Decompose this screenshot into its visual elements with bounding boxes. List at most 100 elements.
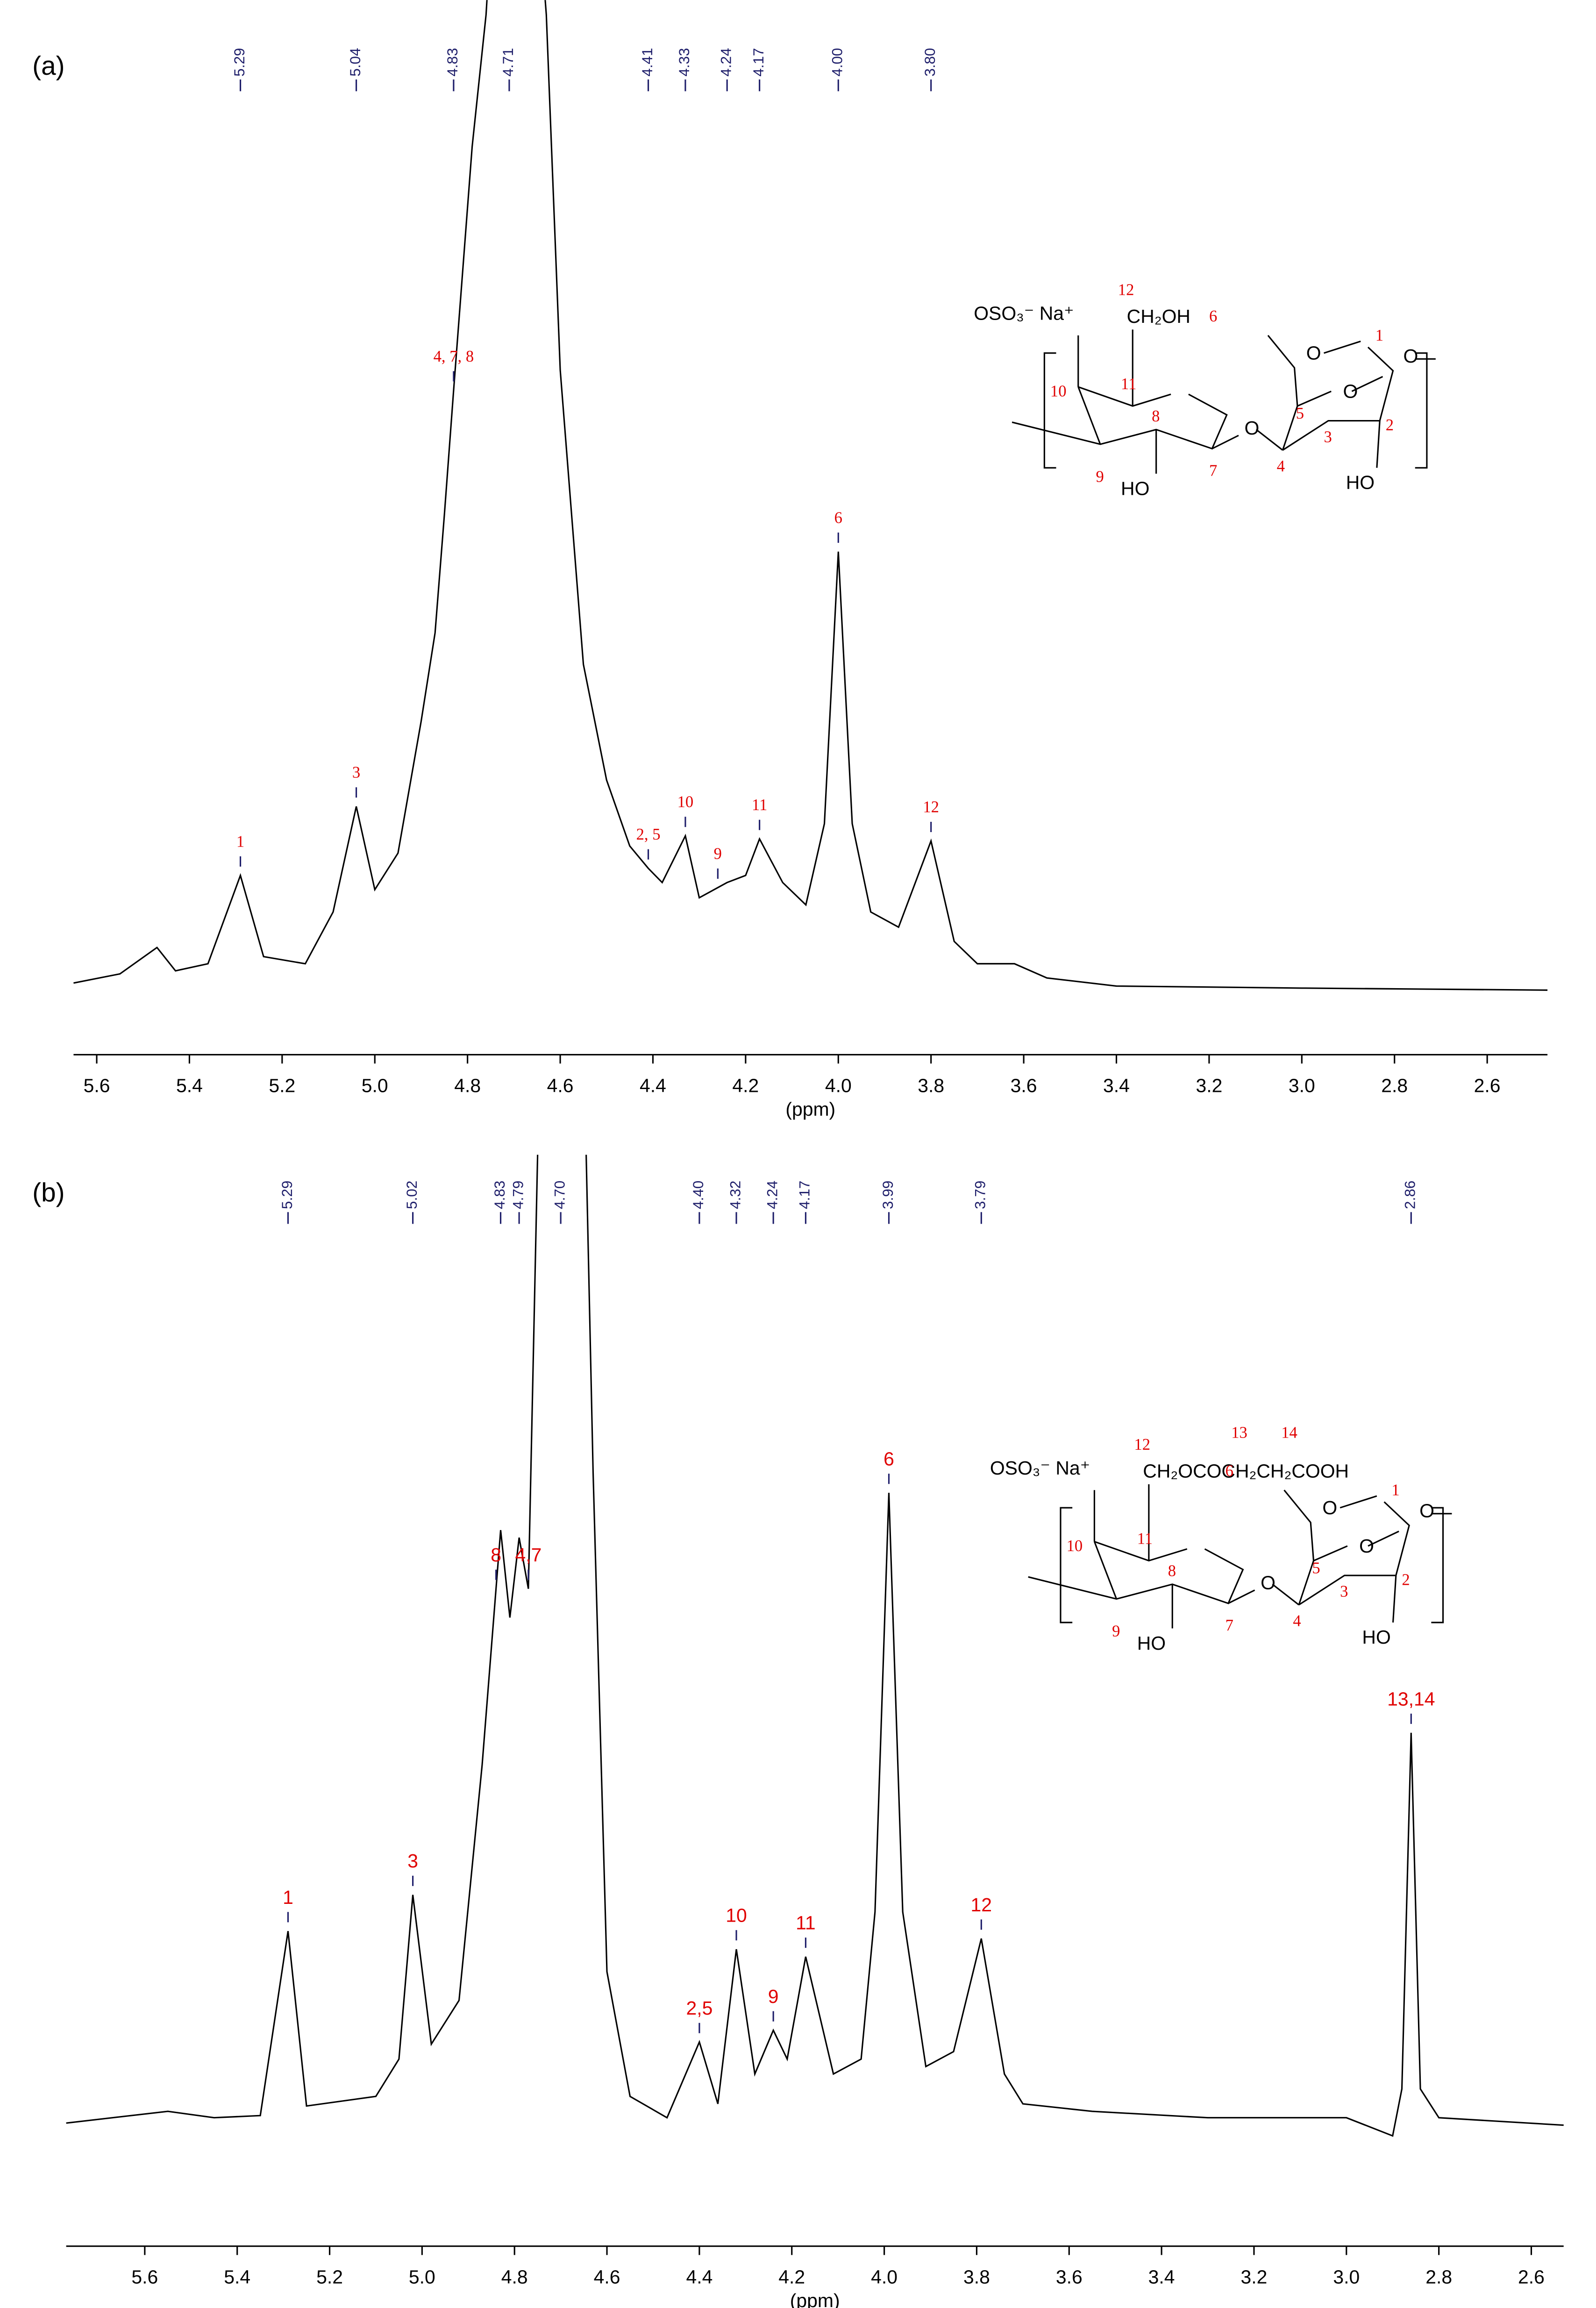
structure-label: O [1261, 1572, 1275, 1594]
structure-label: CH₂OH [1127, 306, 1190, 327]
x-tick-label: 3.4 [1103, 1075, 1130, 1097]
bond [1297, 391, 1332, 407]
x-tick-label: 5.0 [409, 2266, 435, 2288]
structure-label: 6 [1226, 1462, 1233, 1480]
x-axis-label: (ppm) [785, 1098, 835, 1120]
peak-label: 2.86 [1402, 1181, 1418, 1209]
peak-label: 4.83 [444, 48, 461, 77]
bond [1060, 1507, 1073, 1624]
annotation: 1 [283, 1887, 293, 1908]
peak-label: 4.17 [750, 48, 767, 77]
bond [1313, 1545, 1348, 1561]
structure-label: 10 [1067, 1537, 1083, 1555]
peak-label: 4.40 [690, 1181, 706, 1209]
peak-label: 3.79 [972, 1181, 989, 1209]
structure-label: 11 [1137, 1530, 1153, 1547]
annotation: 9 [714, 845, 722, 863]
annotation: 3 [352, 764, 360, 782]
x-tick-label: 4.8 [501, 2266, 528, 2288]
structure-label: 1 [1391, 1482, 1399, 1499]
bond [1282, 346, 1394, 451]
structure-label: 12 [1118, 281, 1134, 299]
x-tick-label: 5.6 [131, 2266, 158, 2288]
bond [1351, 376, 1383, 392]
x-axis-label: (ppm) [790, 2290, 840, 2308]
structure-label: OSO₃⁻ Na⁺ [974, 303, 1074, 324]
peak-label: 4.33 [676, 48, 692, 77]
bond [1324, 341, 1361, 354]
bond [1093, 1541, 1118, 1599]
annotation: 2, 5 [636, 826, 661, 843]
peak-label: 4.71 [500, 48, 516, 77]
structure-label: HO [1137, 1632, 1166, 1654]
x-tick-label: 2.6 [1518, 2266, 1545, 2288]
structure-label: 7 [1226, 1617, 1233, 1634]
structure-label: 8 [1152, 407, 1160, 425]
peak-label: 4.24 [764, 1181, 780, 1209]
peak-label: 4.24 [718, 48, 734, 77]
structure-label: 3 [1340, 1583, 1348, 1601]
x-tick-label: 5.2 [316, 2266, 343, 2288]
x-tick-label: 3.2 [1241, 2266, 1268, 2288]
bond [1077, 386, 1101, 445]
spectrum-line [73, 0, 1548, 991]
annotation: 13,14 [1387, 1688, 1435, 1710]
x-tick-label: 4.4 [640, 1075, 666, 1097]
peak-label: 4.00 [829, 48, 846, 77]
x-tick-label: 3.2 [1196, 1075, 1222, 1097]
peak-label: 4.79 [510, 1181, 526, 1209]
structure-label: O [1404, 345, 1418, 367]
annotation: 11 [752, 796, 767, 814]
annotation: 6 [834, 509, 842, 527]
structure-label: CH₂OCOCH₂CH₂COOH [1143, 1460, 1349, 1482]
structure-label: O [1322, 1497, 1337, 1518]
structure-label: HO [1362, 1626, 1390, 1648]
structure-label: 11 [1121, 375, 1136, 393]
x-tick-label: 3.6 [1011, 1075, 1037, 1097]
structure-label: O [1245, 417, 1260, 439]
bond [1415, 352, 1428, 469]
peak-label: 5.29 [231, 48, 248, 77]
structure-label: 2 [1386, 416, 1394, 434]
x-tick-label: 2.8 [1425, 2266, 1452, 2288]
x-tick-label: 5.0 [362, 1075, 388, 1097]
structure-label: HO [1121, 477, 1149, 499]
peak-label: 5.29 [279, 1181, 295, 1209]
x-tick-label: 4.0 [871, 2266, 898, 2288]
structure-label: 6 [1209, 307, 1217, 325]
chart-panel: 5.6 5.4 5.2 5.0 4.8 4.6 4.4 4.2 4.0 3.8 3.6 3.4 3.2 3… [32, 0, 1548, 1120]
structure-label: 8 [1168, 1562, 1176, 1580]
structure-label: 1 [1375, 327, 1383, 344]
bond [1376, 420, 1381, 468]
structure: OSO₃⁻ Na⁺ 12 CH₂OH 6 O O O 1 10 11 8 5 O 3 2 9 7 4 HO HO [974, 281, 1436, 499]
x-tick-label: 4.2 [732, 1075, 759, 1097]
annotation: 2,5 [686, 1997, 712, 2019]
annotation: 12 [923, 798, 939, 816]
structure-label: 9 [1112, 1623, 1120, 1640]
bond [1043, 352, 1056, 469]
annotation: 1 [236, 833, 244, 850]
structure-label: HO [1346, 472, 1375, 493]
peak-label: 5.02 [404, 1181, 420, 1209]
x-tick-label: 5.2 [269, 1075, 295, 1097]
bond [1340, 1495, 1377, 1509]
x-tick-label: 4.6 [594, 2266, 620, 2288]
structure-label: 9 [1096, 468, 1104, 485]
peak-label: 3.80 [922, 48, 938, 77]
bond [1272, 1583, 1299, 1606]
x-tick-label: 3.8 [918, 1075, 944, 1097]
structure-label: 5 [1296, 405, 1304, 422]
peak-label: 4.17 [797, 1181, 813, 1209]
bond [1228, 1589, 1255, 1604]
annotation: 12 [971, 1894, 992, 1916]
peak-label: 4.83 [492, 1181, 508, 1209]
spectrum-line [66, 1154, 1564, 2137]
structure-label: O [1419, 1500, 1434, 1521]
x-tick-label: 4.2 [778, 2266, 805, 2288]
structure-label: 5 [1312, 1559, 1320, 1577]
annotation: 10 [726, 1905, 747, 1926]
structure-label: 13 [1231, 1424, 1247, 1442]
bond [1255, 429, 1283, 451]
peak-label: 4.70 [551, 1181, 568, 1209]
